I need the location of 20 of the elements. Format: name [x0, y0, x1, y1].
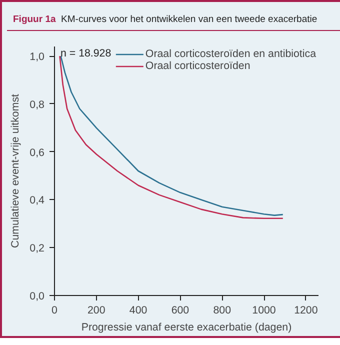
x-tick-label: 0 — [52, 304, 58, 316]
y-tick-label: 1,0 — [30, 51, 45, 64]
x-tick-label: 1000 — [252, 304, 276, 316]
x-tick-label: 200 — [88, 304, 106, 316]
x-tick-label: 600 — [171, 304, 190, 316]
legend-label: Oraal corticosteroïden — [145, 60, 250, 72]
y-tick-label: 0,2 — [30, 242, 45, 255]
x-tick-label: 1200 — [294, 304, 318, 316]
y-tick-label: 0,0 — [30, 290, 45, 302]
y-tick-label: 0,4 — [30, 194, 45, 207]
y-tick-label: 0,8 — [30, 98, 45, 111]
x-axis-title: Progressie vanaf eerste exacerbatie (dagen) — [81, 322, 292, 334]
legend-label: Oraal corticosteroïden en antibiotica — [145, 48, 316, 60]
x-tick-label: 800 — [213, 304, 232, 316]
y-axis-title: Cumulatieve event-vrije uitkomst — [10, 94, 22, 248]
text: Figuur 1a — [13, 14, 56, 25]
annotation: n = 18.928 — [60, 48, 112, 60]
y-tick-label: 0,6 — [30, 146, 45, 159]
x-tick-label: 400 — [129, 304, 148, 316]
chart-title: KM-curves voor het ontwikkelen van een tweede exacerbatie — [61, 14, 318, 25]
